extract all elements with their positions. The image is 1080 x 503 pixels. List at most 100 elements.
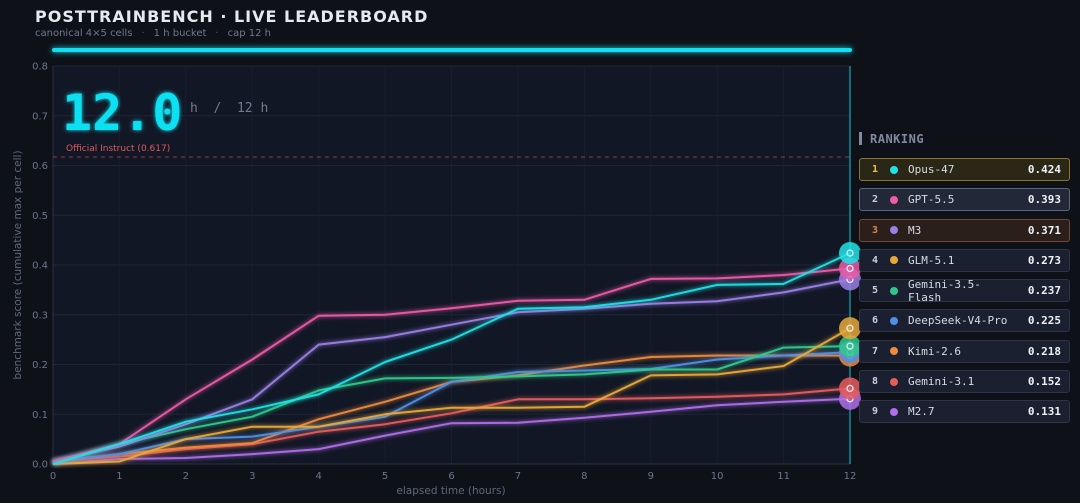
rank-number: 6 — [871, 315, 879, 327]
model-color-dot — [890, 256, 898, 265]
series-end-marker[interactable] — [839, 377, 861, 400]
ranking-row-kimi-2-6[interactable]: 7 Kimi-2.6 0.218 — [859, 339, 1070, 363]
rank-number: 8 — [871, 376, 879, 388]
x-tick-label: 11 — [777, 471, 790, 482]
model-name: M2.7 — [908, 405, 935, 419]
model-color-dot — [890, 165, 898, 174]
model-name: GPT-5.5 — [908, 193, 955, 207]
ranking-row-gpt-5-5[interactable]: 2 GPT-5.5 0.393 — [859, 188, 1070, 212]
subtitle-cells: canonical 4×5 cells — [35, 28, 133, 39]
series-line-gemini-3-5-flash — [52, 345, 851, 463]
x-axis-label: elapsed time (hours) — [396, 485, 505, 497]
y-tick-label: 0.3 — [32, 310, 48, 321]
time-progress-fill — [52, 48, 852, 52]
ranking-list: 1 Opus-47 0.424 2 GPT-5.5 0.393 3 M3 0.371 4 GLM-5… — [859, 158, 1070, 431]
model-name: Opus-47 — [908, 163, 955, 176]
model-score: 0.371 — [1027, 223, 1061, 237]
rank-number: 7 — [871, 345, 879, 357]
ranking-row-opus-47[interactable]: 1 Opus-47 0.424 — [859, 158, 1070, 181]
model-score: 0.237 — [1027, 284, 1061, 298]
model-name: Gemini-3.5-Flash — [908, 277, 981, 304]
x-tick-label: 9 — [648, 471, 654, 482]
x-tick-label: 3 — [249, 471, 255, 482]
x-tick-label: 12 — [844, 471, 857, 482]
ranking-title-text: RANKING — [870, 132, 925, 146]
series-line-glm-5-1 — [52, 327, 851, 465]
rank-number: 9 — [871, 406, 879, 418]
series-line-m3 — [52, 278, 851, 463]
axes: 0.00.10.20.30.40.50.60.70.80 1 2 3 4 5 6 7 8 9 10 1… — [32, 62, 856, 483]
series-end-marker[interactable] — [839, 257, 861, 280]
x-tick-label: 0 — [50, 471, 56, 482]
x-tick-label: 1 — [116, 471, 122, 482]
ranking-row-gemini-3-5-flash[interactable]: 5 Gemini-3.5-Flash 0.237 — [859, 277, 1070, 304]
y-tick-label: 0.5 — [32, 211, 48, 222]
series-end-marker[interactable] — [839, 317, 861, 340]
page-title: POSTTRAINBENCH · LIVE LEADERBOARD — [35, 7, 429, 26]
y-tick-label: 0.1 — [32, 410, 48, 421]
model-color-dot — [890, 377, 898, 386]
elapsed-hours-counter: 12.0 — [62, 84, 182, 142]
ranking-row-gemini-3-1[interactable]: 8 Gemini-3.1 0.152 — [859, 370, 1070, 394]
y-tick-label: 0.7 — [32, 111, 48, 122]
ranking-row-deepseek-v4-pro[interactable]: 6 DeepSeek-V4-Pro 0.225 — [859, 309, 1070, 333]
x-tick-label: 2 — [183, 471, 189, 482]
rank-number: 2 — [871, 194, 879, 206]
y-tick-label: 0.4 — [32, 261, 48, 272]
model-name: Kimi-2.6 — [908, 344, 961, 358]
ranking-row-m3[interactable]: 3 M3 0.371 — [859, 218, 1070, 242]
rank-number: 1 — [871, 164, 879, 175]
series-end-marker-center — [846, 342, 854, 350]
y-tick-label: 0.8 — [32, 62, 48, 73]
x-tick-label: 5 — [382, 471, 388, 482]
ranking-title: RANKING — [859, 132, 924, 146]
series-end-marker-center — [846, 384, 854, 392]
subtitle-bucket: 1 h bucket — [153, 28, 207, 39]
reference-line-label: Official Instruct (0.617) — [66, 144, 170, 154]
model-score: 0.218 — [1027, 344, 1061, 358]
model-color-dot — [890, 286, 898, 295]
ranking-row-m2-7[interactable]: 9 M2.7 0.131 — [859, 400, 1070, 424]
x-tick-label: 8 — [581, 471, 587, 482]
series-end-markers — [839, 242, 861, 410]
ranking-row-glm-5-1[interactable]: 4 GLM-5.1 0.273 — [859, 248, 1070, 272]
elapsed-hours-suffix: h / 12 h — [190, 101, 268, 116]
model-color-dot — [890, 226, 898, 235]
series-line-opus-47 — [52, 252, 851, 465]
series-end-marker-center — [846, 264, 854, 273]
series-line-gpt-5-5 — [52, 267, 851, 463]
model-score: 0.225 — [1027, 314, 1061, 328]
model-score: 0.152 — [1027, 375, 1061, 389]
model-score: 0.393 — [1027, 193, 1061, 207]
model-name: GLM-5.1 — [908, 253, 955, 267]
model-color-dot — [890, 407, 898, 416]
model-name: DeepSeek-V4-Pro — [908, 314, 1008, 328]
x-tick-label: 10 — [711, 471, 724, 482]
x-tick-label: 7 — [515, 471, 521, 482]
model-color-dot — [890, 195, 898, 204]
model-color-dot — [890, 347, 898, 356]
rank-number: 4 — [871, 254, 879, 266]
model-score: 0.273 — [1027, 253, 1061, 267]
page-subtitle: canonical 4×5 cells · 1 h bucket · cap 12 h — [35, 28, 272, 39]
x-tick-label: 6 — [448, 471, 454, 482]
y-axis-label: benchmark score (cumulative max per cell… — [12, 150, 24, 379]
y-tick-label: 0.6 — [32, 161, 48, 172]
series-lines — [52, 252, 851, 465]
series-end-marker-center — [846, 249, 854, 257]
model-name: Gemini-3.1 — [908, 375, 975, 389]
rank-number: 5 — [871, 285, 879, 297]
y-tick-label: 0.2 — [32, 360, 48, 371]
model-color-dot — [890, 316, 898, 325]
model-score: 0.131 — [1027, 405, 1061, 419]
model-score: 0.424 — [1027, 163, 1061, 176]
time-progress-bar — [52, 48, 852, 52]
y-tick-label: 0.0 — [32, 460, 48, 471]
series-end-marker[interactable] — [839, 242, 861, 265]
x-tick-label: 4 — [315, 471, 321, 482]
series-end-marker[interactable] — [839, 335, 861, 358]
series-line-m2-7 — [52, 397, 851, 465]
series-end-marker-center — [846, 324, 854, 332]
model-name: M3 — [908, 223, 922, 237]
series-line-gemini-3-1 — [52, 387, 851, 463]
